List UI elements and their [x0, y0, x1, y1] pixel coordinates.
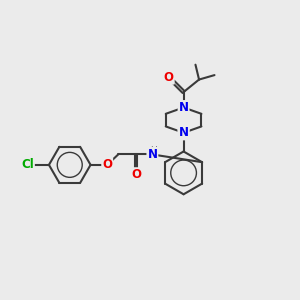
Text: H: H	[151, 146, 157, 155]
Text: N: N	[147, 148, 158, 161]
Text: Cl: Cl	[21, 158, 34, 171]
Text: N: N	[178, 126, 189, 139]
Text: O: O	[102, 158, 112, 171]
Text: N: N	[178, 126, 189, 139]
Text: O: O	[164, 71, 174, 84]
Text: N: N	[178, 101, 189, 114]
Text: O: O	[131, 168, 141, 181]
